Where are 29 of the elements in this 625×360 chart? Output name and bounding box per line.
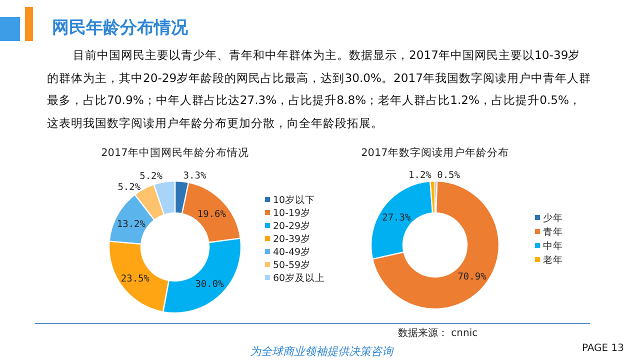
data-label: 0.5%: [437, 170, 460, 181]
source-note: 数据来源： cnnic: [398, 326, 478, 340]
legend-label: 40-49岁: [273, 246, 311, 258]
text: 目前中国网民主要以青少年、青年和中年群体为主。数据显示，2017年中国网民主要以10-39岁的群体为主，其中20-29岁年龄段的网民占比最高，达到30.0%。2017年我国数字阅读用户中青年人群最多，占比70.9%；中年人群占比达27.3%，占比提升8.8%；老年人群占比1.2%，占比提升0.5%，这表明我国数字阅读用户年龄分布更加分散，向全年龄段拓展。: [47, 47, 592, 132]
data-label: 1.2%: [408, 170, 432, 181]
legend-label: 20-39岁: [273, 233, 311, 245]
text: PAGE 13: [582, 343, 624, 354]
data-label: 19.6%: [197, 209, 226, 220]
legend-label: 20-29岁: [273, 220, 311, 232]
legend-label: 50-59岁: [273, 259, 311, 271]
text: 网民年龄分布情况: [52, 17, 188, 39]
legend-label: 10岁以下: [273, 194, 316, 206]
chart-title: 2017年数字阅读用户年龄分布: [361, 146, 509, 159]
legend-label: 60岁及以上: [273, 272, 326, 284]
data-label: 5.2%: [118, 182, 141, 193]
data-label: 5.2%: [140, 170, 163, 182]
data-label: 13.2%: [116, 218, 146, 230]
legend-label: 青年: [543, 226, 563, 238]
legend-label: 10-19岁: [273, 207, 311, 219]
data-label: 30.0%: [195, 279, 224, 290]
text: 为全球商业领袖提供决策咨询: [250, 344, 393, 359]
data-label: 27.3%: [382, 212, 411, 224]
legend-label: 老年: [543, 254, 563, 266]
data-label: 3.3%: [183, 170, 206, 182]
data-label: 23.5%: [120, 273, 150, 284]
data-label: 70.9%: [458, 272, 487, 283]
chart-title: 2017年中国网民年龄分布情况: [101, 146, 249, 159]
legend-label: 中年: [543, 240, 563, 252]
legend-label: 少年: [543, 212, 563, 224]
